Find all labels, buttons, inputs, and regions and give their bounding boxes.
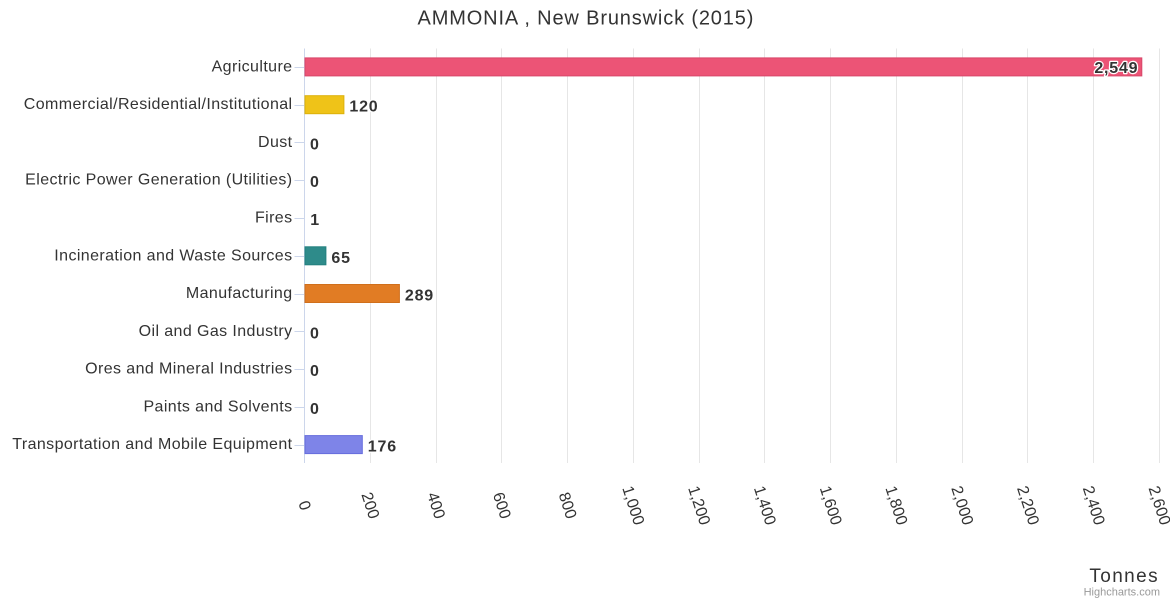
svg-text:Paints and Solvents: Paints and Solvents <box>143 398 292 415</box>
svg-text:0: 0 <box>310 363 320 380</box>
svg-text:2,549: 2,549 <box>1094 60 1138 77</box>
svg-text:Tonnes: Tonnes <box>1089 566 1159 587</box>
svg-text:1: 1 <box>310 212 320 229</box>
svg-text:176: 176 <box>368 439 397 456</box>
svg-text:0: 0 <box>310 325 320 342</box>
svg-text:Highcharts.com: Highcharts.com <box>1084 587 1160 599</box>
svg-text:Electric Power Generation (Uti: Electric Power Generation (Utilities) <box>25 172 292 189</box>
svg-text:Oil and Gas Industry: Oil and Gas Industry <box>139 323 293 340</box>
svg-text:Fires: Fires <box>255 210 293 227</box>
svg-text:289: 289 <box>405 288 434 305</box>
svg-text:0: 0 <box>310 174 320 191</box>
svg-text:Agriculture: Agriculture <box>212 58 293 75</box>
svg-text:0: 0 <box>310 401 320 418</box>
svg-text:Incineration and Waste Sources: Incineration and Waste Sources <box>54 247 292 264</box>
svg-text:65: 65 <box>331 250 350 267</box>
svg-text:120: 120 <box>349 99 378 116</box>
svg-text:Commercial/Residential/Institu: Commercial/Residential/Institutional <box>24 96 293 113</box>
svg-text:0: 0 <box>310 136 320 153</box>
svg-text:AMMONIA , New Brunswick (2015): AMMONIA , New Brunswick (2015) <box>418 7 755 29</box>
svg-text:Ores and Mineral Industries: Ores and Mineral Industries <box>85 361 292 378</box>
svg-text:Dust: Dust <box>258 134 293 151</box>
svg-text:Transportation and Mobile Equi: Transportation and Mobile Equipment <box>12 436 292 453</box>
svg-text:Manufacturing: Manufacturing <box>186 285 293 302</box>
